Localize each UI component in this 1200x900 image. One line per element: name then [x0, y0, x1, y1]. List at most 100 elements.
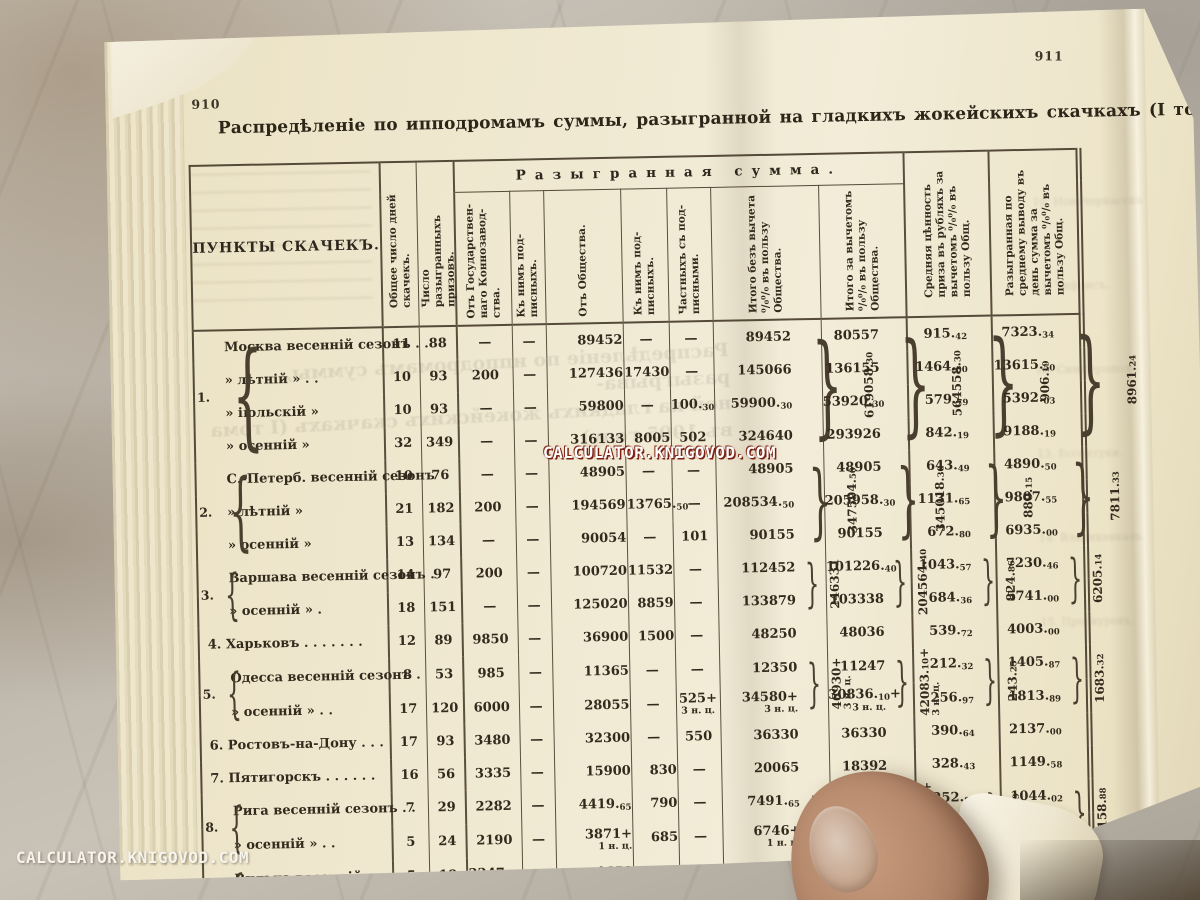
days-cell: 16	[391, 758, 428, 792]
race-point-label: Варшава весенній сезонъ . 3.{	[200, 562, 435, 627]
race-point-label: 4. Харьковъ . . . . . . .	[207, 634, 363, 653]
private-cell: —	[678, 786, 723, 821]
days-cell: 13	[387, 526, 424, 560]
total-after-cell: 293926	[823, 418, 882, 452]
days-cell: 12	[388, 625, 425, 659]
subscr1-cell: —	[517, 589, 552, 623]
days-cell: 17	[390, 692, 427, 727]
state-cell: 2282	[466, 790, 522, 825]
header-subscription-2: Къ нимъ под-писныхъ.	[620, 188, 669, 322]
days-cell: 10	[383, 361, 420, 395]
header-subscription-1: Къ нимъ под-писныхъ.	[509, 191, 546, 325]
state-cell: —	[459, 458, 515, 492]
society-cell: 90054	[549, 522, 627, 556]
subscr1-cell: —	[519, 723, 554, 757]
avg-prize-cell: 684.36	[912, 581, 973, 615]
total-after-cell: 90155	[824, 517, 883, 551]
private-cell: —	[671, 454, 716, 488]
private-cell: —	[669, 355, 714, 389]
subscr2-cell: —	[623, 322, 670, 357]
total-before-cell: 48905	[715, 452, 794, 486]
daily-avg-cell: 5741.00	[997, 579, 1060, 613]
subscr2-cell: 790	[632, 787, 679, 822]
subscr2-cell: 685	[632, 821, 679, 856]
total-after-cell: 36330	[828, 717, 887, 751]
state-cell: 9850	[462, 623, 518, 657]
subscr2-cell: —	[630, 687, 677, 722]
subscr2-cell: —	[629, 653, 676, 688]
race-point-label: Одесса весенній сезонъ . 5.{	[202, 661, 421, 726]
private-cell: —	[675, 652, 720, 687]
daily-avg-cell: 9188.19	[994, 414, 1057, 448]
subscr1-cell: —	[523, 890, 558, 900]
total-before-cell: 3667.50+1 н. ц.	[724, 885, 803, 900]
stacked-page-edges	[104, 41, 198, 866]
days-cell: 21	[386, 493, 423, 527]
days-cell: 7	[392, 791, 429, 826]
table-title: Распредѣленіе по ипподромамъ суммы, разы…	[217, 98, 1200, 139]
page-number-right: 911	[1034, 48, 1064, 64]
private-cell: —	[674, 619, 719, 653]
society-cell: 1885+1 н. ц.	[557, 888, 635, 900]
state-cell: 2247.50	[467, 858, 523, 892]
total-before-cell: 7491.65	[722, 784, 801, 819]
avg-prize-cell: 256.97	[914, 681, 975, 716]
group-total-cell	[975, 747, 1001, 780]
daily-avg-cell: 4003.00	[997, 612, 1060, 646]
header-race-points: ПУНКТЫ СКАЧЕКЪ.	[190, 162, 383, 331]
prizes-cell: 93	[420, 393, 459, 427]
subscr1-cell: —	[522, 857, 557, 891]
prizes-cell: 134	[423, 525, 462, 559]
group-total-cell	[798, 718, 829, 752]
header-total-after-deduction: Итого за вычетомъ ⁰/₀⁰/₀ въ пользу Общес…	[818, 184, 907, 319]
race-point-label: 7. Пятигорскъ . . . . . .	[210, 768, 376, 787]
state-cell: —	[457, 325, 513, 360]
prizes-cell: 93	[426, 725, 465, 759]
group-total-cell: } 42083.10+ 3 н. ц.	[894, 647, 943, 717]
days-cell: 10	[385, 460, 422, 494]
days-cell: 5	[393, 859, 430, 893]
subscr2-cell: —	[626, 521, 673, 555]
days-cell: 5	[392, 825, 429, 860]
subscr1-cell: —	[514, 424, 549, 458]
avg-prize-cell: 842.19	[909, 416, 970, 450]
private-cell: —	[673, 553, 718, 587]
days-cell: 10	[384, 394, 421, 428]
race-point-label: С.-Петерб. весенній сезонъ 2.{	[199, 460, 435, 562]
prizes-cell: 93	[419, 360, 458, 394]
hippodrome-sums-table: ПУНКТЫ СКАЧЕКЪ. Общее число дней скачекъ…	[189, 148, 1097, 900]
subscr2-cell: 13765.50	[626, 488, 673, 522]
total-after-cell: 48905	[823, 451, 882, 485]
avg-prize-cell: 579.79	[908, 383, 969, 417]
state-cell: —	[461, 524, 517, 558]
subscr2-cell: 140	[634, 887, 681, 900]
days-cell: 4	[394, 892, 431, 900]
private-cell: —	[678, 820, 723, 855]
group-total-cell: } 7811.33	[1071, 448, 1123, 545]
days-cell: 11	[383, 327, 420, 362]
private-cell: —	[677, 753, 722, 787]
group-total-cell	[1061, 713, 1090, 747]
right-page-fold	[1098, 9, 1160, 862]
avg-prize-cell: 390.64	[914, 715, 975, 749]
group-total-cell	[974, 714, 1000, 747]
daily-avg-cell: 6935.00	[996, 513, 1059, 547]
subscr1-cell: —	[521, 823, 556, 858]
total-before-cell: 59900.30	[714, 386, 793, 420]
society-cell: 3871+ 1 н. ц.	[555, 821, 633, 856]
group-total-cell	[886, 716, 915, 750]
floor-shadow-corner	[1020, 840, 1200, 900]
private-cell: 502	[671, 421, 716, 455]
header-total-before-deduction: Итого безъ вычета ⁰/₀⁰/₀ въ пользу Общес…	[710, 185, 821, 321]
total-after-cell: 48036	[826, 616, 885, 650]
state-cell: 200	[461, 557, 517, 591]
subscr1-cell: —	[516, 523, 551, 557]
prizes-cell: 88	[419, 326, 458, 361]
state-cell: —	[459, 425, 515, 459]
book-spread: 910 911 Распредѣленіе по ипподромамъ сум…	[104, 8, 1200, 881]
group-total-cell	[796, 617, 827, 651]
state-cell: —	[462, 590, 518, 624]
subscr1-cell: —	[515, 490, 550, 524]
total-before-cell: 208534.50	[716, 485, 795, 519]
